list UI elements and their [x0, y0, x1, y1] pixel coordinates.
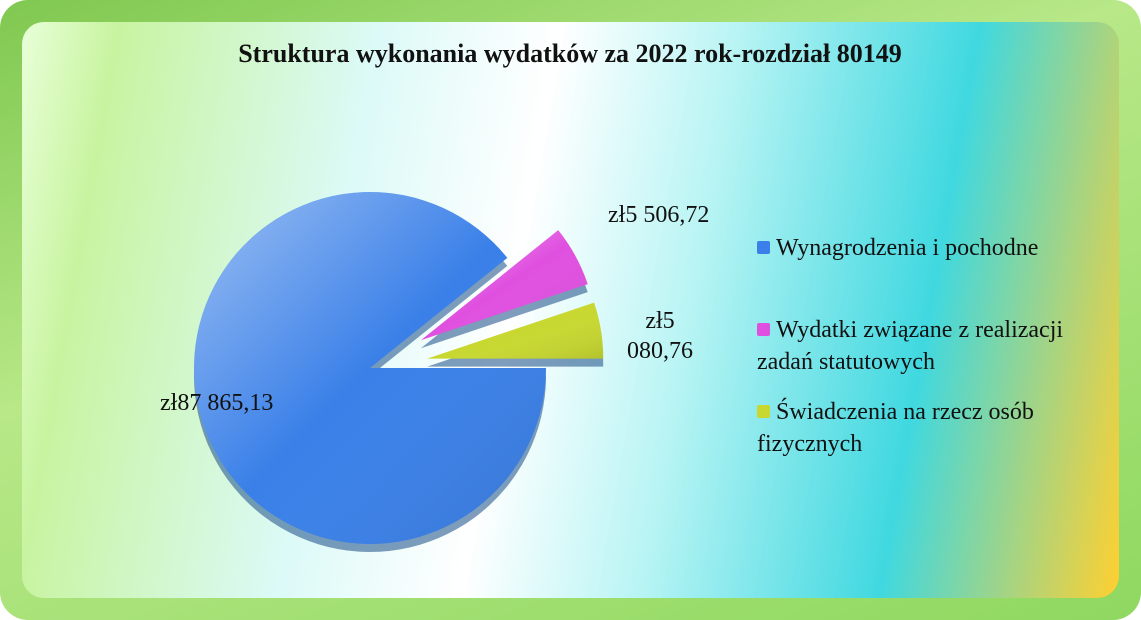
- legend-text: Świadczenia na rzecz osób fizycznych: [757, 399, 1034, 457]
- pie-gloss: [420, 230, 588, 341]
- legend-swatch: [757, 405, 770, 418]
- data-label: zł5 080,76: [627, 308, 693, 364]
- legend-entry: Świadczenia na rzecz osób fizycznych: [757, 396, 1097, 460]
- legend-entry: Wynagrodzenia i pochodne: [757, 232, 1097, 264]
- pie-gloss: [427, 302, 604, 359]
- data-label: zł5 506,72: [608, 202, 710, 228]
- pie-gloss: [193, 191, 546, 544]
- legend-swatch: [757, 323, 770, 336]
- chart-title: Struktura wykonania wydatków za 2022 rok…: [238, 39, 902, 68]
- legend-swatch: [757, 241, 770, 254]
- data-label: zł87 865,13: [160, 390, 274, 416]
- legend-text: Wydatki związane z realizacji zadań stat…: [757, 317, 1064, 375]
- legend-entry: Wydatki związane z realizacji zadań stat…: [757, 314, 1097, 378]
- legend-text: Wynagrodzenia i pochodne: [776, 235, 1039, 261]
